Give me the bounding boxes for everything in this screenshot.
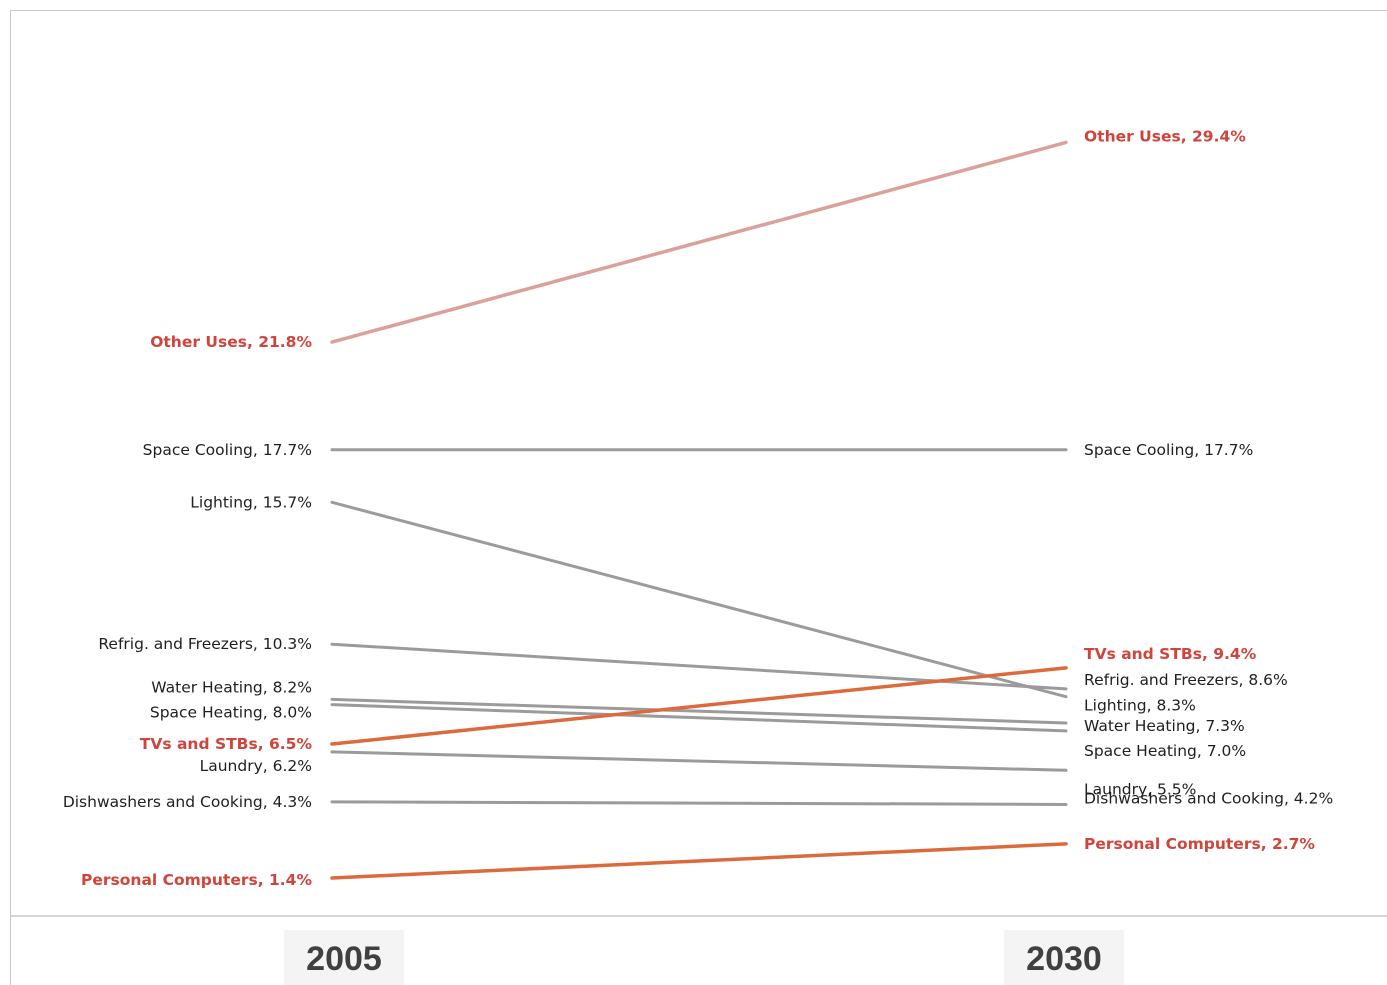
x-axis-ticks: 2005 2030 [284, 930, 1124, 985]
label-2005-personal-computers: Personal Computers, 1.4% [81, 871, 312, 889]
series-lines [330, 140, 1068, 880]
label-2005-laundry: Laundry, 6.2% [200, 757, 312, 775]
label-2030-space-heating: Space Heating, 7.0% [1084, 742, 1246, 760]
x-tick-bg-2030 [1004, 930, 1124, 985]
label-2005-dishwashers-and-cooking: Dishwashers and Cooking, 4.3% [63, 793, 312, 811]
series-line-lighting [330, 500, 1068, 699]
label-2030-lighting: Lighting, 8.3% [1084, 697, 1196, 715]
series-line-dishwashers-and-cooking [330, 800, 1068, 806]
chart-frame [10, 10, 1387, 985]
label-2005-space-cooling: Space Cooling, 17.7% [143, 441, 312, 459]
series-line-tvs-and-stbs [330, 666, 1068, 746]
label-2030-laundry: Laundry, 5.5% [1084, 780, 1196, 798]
label-2030-space-cooling: Space Cooling, 17.7% [1084, 441, 1253, 459]
series-line-personal-computers [330, 842, 1068, 880]
series-line-other-uses [330, 140, 1068, 344]
series-line-space-heating [330, 703, 1068, 733]
x-tick-label-2030: 2030 [1026, 940, 1102, 978]
label-2030-tvs-and-stbs: TVs and STBs, 9.4% [1084, 645, 1257, 663]
label-2005-refrig-and-freezers: Refrig. and Freezers, 10.3% [98, 635, 312, 653]
label-2005-space-heating: Space Heating, 8.0% [150, 704, 312, 722]
series-line-water-heating [330, 697, 1068, 725]
x-tick-label-2005: 2005 [306, 940, 382, 978]
label-2030-personal-computers: Personal Computers, 2.7% [1084, 835, 1315, 853]
label-2030-other-uses: Other Uses, 29.4% [1084, 127, 1246, 145]
label-2030-water-heating: Water Heating, 7.3% [1084, 717, 1245, 735]
label-2005-other-uses: Other Uses, 21.8% [150, 333, 312, 351]
series-line-laundry [330, 750, 1068, 772]
label-2005-lighting: Lighting, 15.7% [190, 493, 312, 511]
series-labels: Other Uses, 21.8% Other Uses, 29.4% Space … [63, 127, 1333, 889]
x-tick-bg-2005 [284, 930, 404, 985]
label-2005-water-heating: Water Heating, 8.2% [151, 678, 312, 696]
label-2005-tvs-and-stbs: TVs and STBs, 6.5% [140, 735, 313, 753]
label-2030-refrig-and-freezers: Refrig. and Freezers, 8.6% [1084, 671, 1288, 689]
label-2030-dishwashers-and-cooking: Dishwashers and Cooking, 4.2% [1084, 789, 1333, 807]
